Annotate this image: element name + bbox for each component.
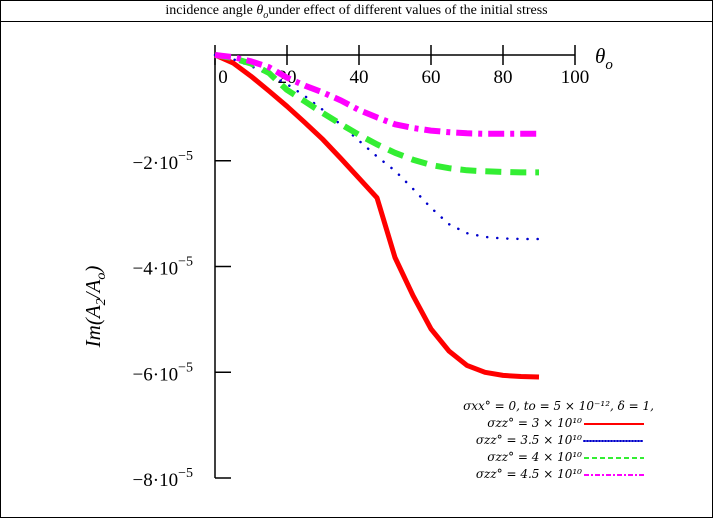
legend-entry-label: σzz° = 4 × 10¹⁰ xyxy=(487,450,582,464)
x-tick-label: 60 xyxy=(422,67,441,88)
legend-entry-label: σzz° = 4.5 × 10¹⁰ xyxy=(476,467,582,481)
series-line-4 xyxy=(214,52,539,137)
legend: σxx° = 0, to = 5 × 10⁻¹², δ = 1, σzz° = 3… xyxy=(463,399,654,481)
caption-text-after: under effect of different values of the … xyxy=(268,3,548,18)
y-tick-label: −4·10−5 xyxy=(133,255,193,280)
caption-theta: θ xyxy=(256,3,264,18)
legend-entry-label: σzz° = 3.5 × 10¹⁰ xyxy=(476,433,582,447)
legend-params: σxx° = 0, to = 5 × 10⁻¹², δ = 1, xyxy=(463,399,654,413)
y-tick-label: −6·10−5 xyxy=(133,360,193,385)
y-axis-title: Im(A2/Ao) xyxy=(81,266,109,349)
figure-caption: incidence angle θounder effect of differ… xyxy=(1,1,712,22)
legend-entry-label: σzz° = 3 × 10¹⁰ xyxy=(487,416,582,430)
y-tick-label: −2·10−5 xyxy=(133,149,193,174)
series-layer xyxy=(213,52,541,380)
y-tick-label: −8·10−5 xyxy=(133,466,193,491)
x-axis-title: θo xyxy=(595,44,613,73)
caption-text-before: incidence angle xyxy=(165,3,257,18)
caption-theta-sub: o xyxy=(263,9,269,21)
x-tick-label: 80 xyxy=(494,67,513,88)
x-tick-label: 100 xyxy=(561,67,590,88)
x-tick-label: 0 xyxy=(218,67,228,88)
series-line-3 xyxy=(214,52,539,176)
x-tick-label: 40 xyxy=(350,67,369,88)
axes: 0 20 40 60 80 100θo−2·10−5−4·10−5−6·10−5−8·10… xyxy=(81,44,613,491)
series-line-1 xyxy=(213,52,540,380)
